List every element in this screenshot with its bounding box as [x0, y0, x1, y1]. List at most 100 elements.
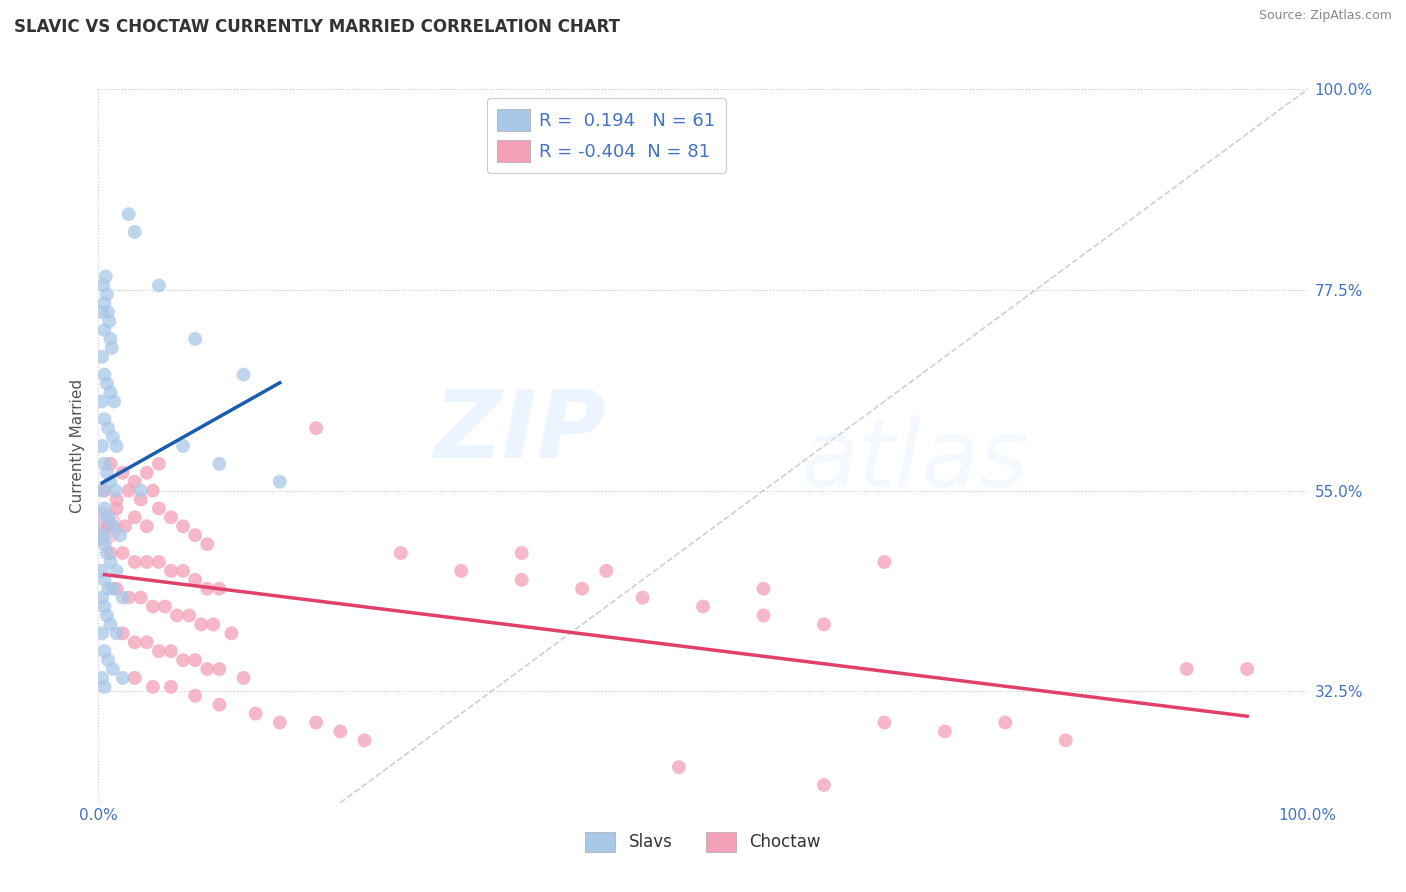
Point — [91, 483, 114, 498]
Point — [118, 207, 141, 221]
Point — [668, 760, 690, 774]
Point — [101, 582, 124, 596]
Point — [97, 653, 120, 667]
Point — [111, 626, 134, 640]
Point — [91, 305, 114, 319]
Y-axis label: Currently Married: Currently Married — [70, 379, 86, 513]
Point — [100, 341, 122, 355]
Point — [172, 564, 194, 578]
Point — [208, 662, 231, 676]
Point — [91, 626, 114, 640]
Point — [129, 492, 152, 507]
Point — [305, 715, 328, 730]
Point — [353, 733, 375, 747]
Point — [172, 653, 194, 667]
Point — [221, 626, 243, 640]
Point — [135, 466, 157, 480]
Point — [93, 483, 115, 498]
Point — [91, 519, 114, 533]
Point — [96, 376, 118, 391]
Point — [93, 457, 115, 471]
Point — [105, 582, 128, 596]
Point — [100, 617, 122, 632]
Point — [93, 644, 115, 658]
Point — [124, 671, 146, 685]
Point — [1054, 733, 1077, 747]
Point — [184, 332, 207, 346]
Point — [148, 457, 170, 471]
Point — [208, 698, 231, 712]
Point — [692, 599, 714, 614]
Point — [184, 528, 207, 542]
Point — [97, 421, 120, 435]
Point — [111, 466, 134, 480]
Point — [100, 546, 122, 560]
Point — [93, 412, 115, 426]
Point — [813, 617, 835, 632]
Point — [100, 555, 122, 569]
Point — [97, 519, 120, 533]
Text: Source: ZipAtlas.com: Source: ZipAtlas.com — [1258, 9, 1392, 22]
Legend: Slavs, Choctaw: Slavs, Choctaw — [579, 825, 827, 859]
Point — [160, 644, 183, 658]
Point — [994, 715, 1017, 730]
Point — [105, 501, 128, 516]
Point — [91, 671, 114, 685]
Point — [97, 582, 120, 596]
Point — [135, 555, 157, 569]
Point — [91, 564, 114, 578]
Point — [124, 555, 146, 569]
Point — [111, 546, 134, 560]
Point — [208, 582, 231, 596]
Text: atlas: atlas — [800, 415, 1028, 506]
Point — [101, 662, 124, 676]
Point — [329, 724, 352, 739]
Point — [93, 501, 115, 516]
Point — [96, 546, 118, 560]
Point — [96, 466, 118, 480]
Text: ZIP: ZIP — [433, 385, 606, 478]
Point — [93, 296, 115, 310]
Point — [148, 278, 170, 293]
Point — [118, 591, 141, 605]
Point — [93, 368, 115, 382]
Point — [813, 778, 835, 792]
Point — [195, 582, 218, 596]
Point — [93, 537, 115, 551]
Point — [305, 421, 328, 435]
Point — [1175, 662, 1198, 676]
Point — [93, 599, 115, 614]
Point — [91, 528, 114, 542]
Point — [118, 483, 141, 498]
Point — [934, 724, 956, 739]
Point — [160, 510, 183, 524]
Point — [148, 555, 170, 569]
Point — [91, 439, 114, 453]
Point — [101, 430, 124, 444]
Point — [135, 519, 157, 533]
Point — [195, 662, 218, 676]
Point — [105, 439, 128, 453]
Point — [91, 519, 114, 533]
Point — [148, 644, 170, 658]
Point — [184, 653, 207, 667]
Point — [100, 332, 122, 346]
Point — [232, 368, 254, 382]
Point — [101, 519, 124, 533]
Point — [166, 608, 188, 623]
Point — [450, 564, 472, 578]
Point — [184, 573, 207, 587]
Point — [97, 510, 120, 524]
Point — [91, 278, 114, 293]
Point — [124, 475, 146, 489]
Point — [91, 394, 114, 409]
Point — [153, 599, 176, 614]
Point — [752, 582, 775, 596]
Point — [172, 439, 194, 453]
Point — [873, 555, 896, 569]
Point — [179, 608, 201, 623]
Point — [93, 323, 115, 337]
Point — [142, 680, 165, 694]
Point — [111, 671, 134, 685]
Point — [124, 635, 146, 649]
